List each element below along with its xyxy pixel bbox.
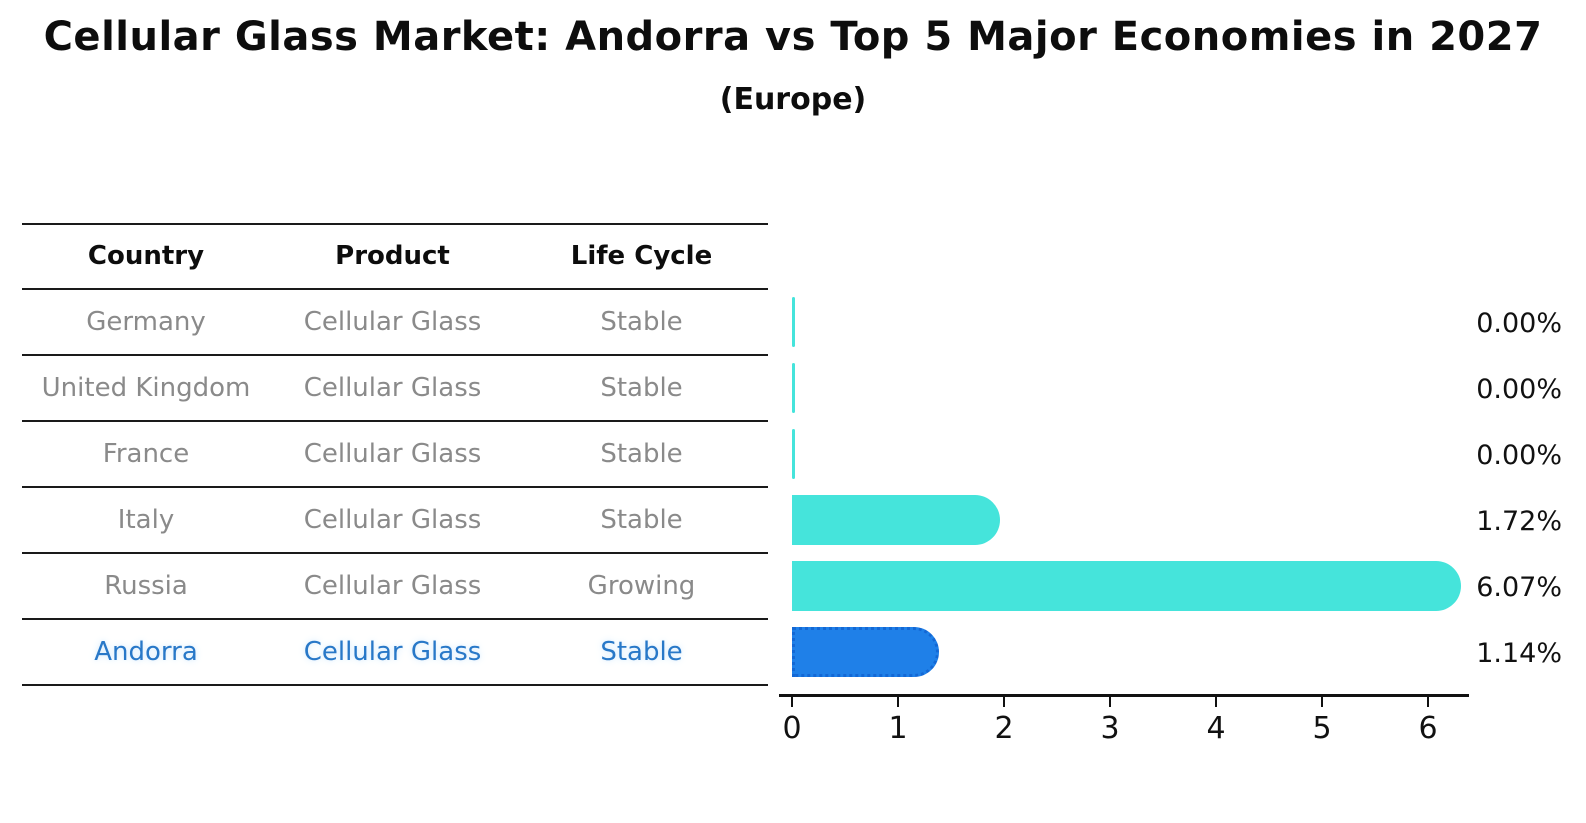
x-tick-label: 2 [994, 711, 1014, 746]
x-tick-label: 1 [888, 711, 908, 746]
table-cell-country: Russia [104, 571, 188, 601]
table-rule [22, 354, 768, 356]
table-cell-life-cycle: Stable [600, 373, 683, 403]
table-rule [22, 618, 768, 620]
table-cell-country: Germany [86, 307, 206, 337]
x-tick-mark [897, 697, 899, 707]
x-tick-label: 0 [782, 711, 802, 746]
table-cell-life-cycle: Stable [600, 637, 683, 667]
table-rule [22, 420, 768, 422]
x-tick-label: 3 [1100, 711, 1120, 746]
table-rule [22, 288, 768, 290]
bar-russia [792, 561, 1461, 611]
value-label: 6.07% [1476, 572, 1562, 603]
value-label: 1.72% [1476, 506, 1562, 537]
x-tick-label: 6 [1418, 711, 1438, 746]
table-header-life-cycle: Life Cycle [570, 241, 713, 271]
table-cell-product: Cellular Glass [303, 637, 482, 667]
table-cell-life-cycle: Stable [600, 439, 683, 469]
table-cell-product: Cellular Glass [303, 373, 482, 403]
table-rule [22, 684, 768, 686]
x-tick-mark [1321, 697, 1323, 707]
table-header-country: Country [87, 241, 205, 271]
table-rule [22, 552, 768, 554]
chart-title: Cellular Glass Market: Andorra vs Top 5 … [43, 14, 1543, 60]
bar-germany [792, 297, 795, 347]
bar-united-kingdom [792, 363, 795, 413]
table-cell-product: Cellular Glass [303, 571, 482, 601]
table-cell-product: Cellular Glass [303, 439, 482, 469]
table-cell-country: United Kingdom [41, 373, 251, 403]
x-tick-label: 4 [1206, 711, 1226, 746]
table-cell-country: Italy [117, 505, 175, 535]
table-cell-life-cycle: Stable [600, 307, 683, 337]
bar-france [792, 429, 795, 479]
table-row: Russia Cellular Glass Growing [22, 553, 768, 619]
x-tick-mark [1427, 697, 1429, 707]
table-header-row: Country Product Life Cycle [22, 223, 768, 289]
x-axis-line [779, 694, 1469, 697]
table-row: France Cellular Glass Stable [22, 421, 768, 487]
x-tick-mark [1003, 697, 1005, 707]
table-rule [22, 223, 768, 225]
chart-subtitle: (Europe) [719, 82, 867, 117]
table-cell-life-cycle: Growing [587, 571, 696, 601]
table-header-product: Product [335, 241, 450, 271]
table-row: Italy Cellular Glass Stable [22, 487, 768, 553]
value-label: 0.00% [1476, 308, 1562, 339]
table-cell-country: Andorra [94, 637, 198, 667]
value-label: 1.14% [1476, 638, 1562, 669]
x-tick-mark [791, 697, 793, 707]
table-row: Germany Cellular Glass Stable [22, 289, 768, 355]
table-rule [22, 486, 768, 488]
x-tick-mark [1215, 697, 1217, 707]
table-cell-product: Cellular Glass [303, 307, 482, 337]
bar-andorra [792, 627, 939, 677]
table-row: Andorra Cellular Glass Stable [22, 619, 768, 685]
table-row: United Kingdom Cellular Glass Stable [22, 355, 768, 421]
table-cell-country: France [102, 439, 190, 469]
bar-italy [792, 495, 1000, 545]
x-tick-label: 5 [1312, 711, 1332, 746]
x-tick-mark [1109, 697, 1111, 707]
country-table: Country Product Life Cycle Germany Cellular … [22, 223, 768, 686]
table-cell-product: Cellular Glass [303, 505, 482, 535]
value-label: 0.00% [1476, 374, 1562, 405]
value-label: 0.00% [1476, 440, 1562, 471]
table-cell-life-cycle: Stable [600, 505, 683, 535]
